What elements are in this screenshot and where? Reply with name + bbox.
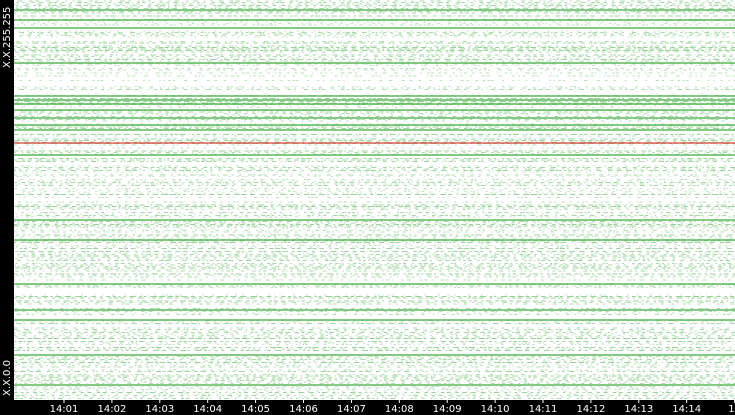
x-tick-label: 14:09 [433, 404, 462, 415]
x-axis: 14:01 14:02 14:03 14:04 14:05 14:06 14:07 14:08… [50, 400, 735, 415]
x-tick-label: 14:08 [385, 404, 414, 415]
x-tick-label: 14 [728, 404, 735, 415]
x-tick-label: 14:01 [50, 404, 79, 415]
x-tick-label: 14:11 [529, 404, 558, 415]
x-tick-label: 14:14 [672, 404, 701, 415]
x-tick-label: 14:07 [337, 404, 366, 415]
x-tick-label: 14:05 [241, 404, 270, 415]
x-tick-label: 14:03 [145, 404, 174, 415]
x-tick-label: 14:12 [576, 404, 605, 415]
y-axis-bar [0, 0, 14, 415]
x-tick-label: 14:04 [193, 404, 222, 415]
y-bottom-label: X.X.0.0 [2, 360, 13, 396]
x-tick-label: 14:06 [289, 404, 318, 415]
x-axis-bar [0, 400, 735, 415]
traffic-texture [14, 0, 735, 399]
y-top-label: X.X.255.255 [2, 7, 13, 68]
x-tick-label: 14:10 [481, 404, 510, 415]
x-tick-label: 14:02 [97, 404, 126, 415]
x-tick-label: 14:13 [624, 404, 653, 415]
